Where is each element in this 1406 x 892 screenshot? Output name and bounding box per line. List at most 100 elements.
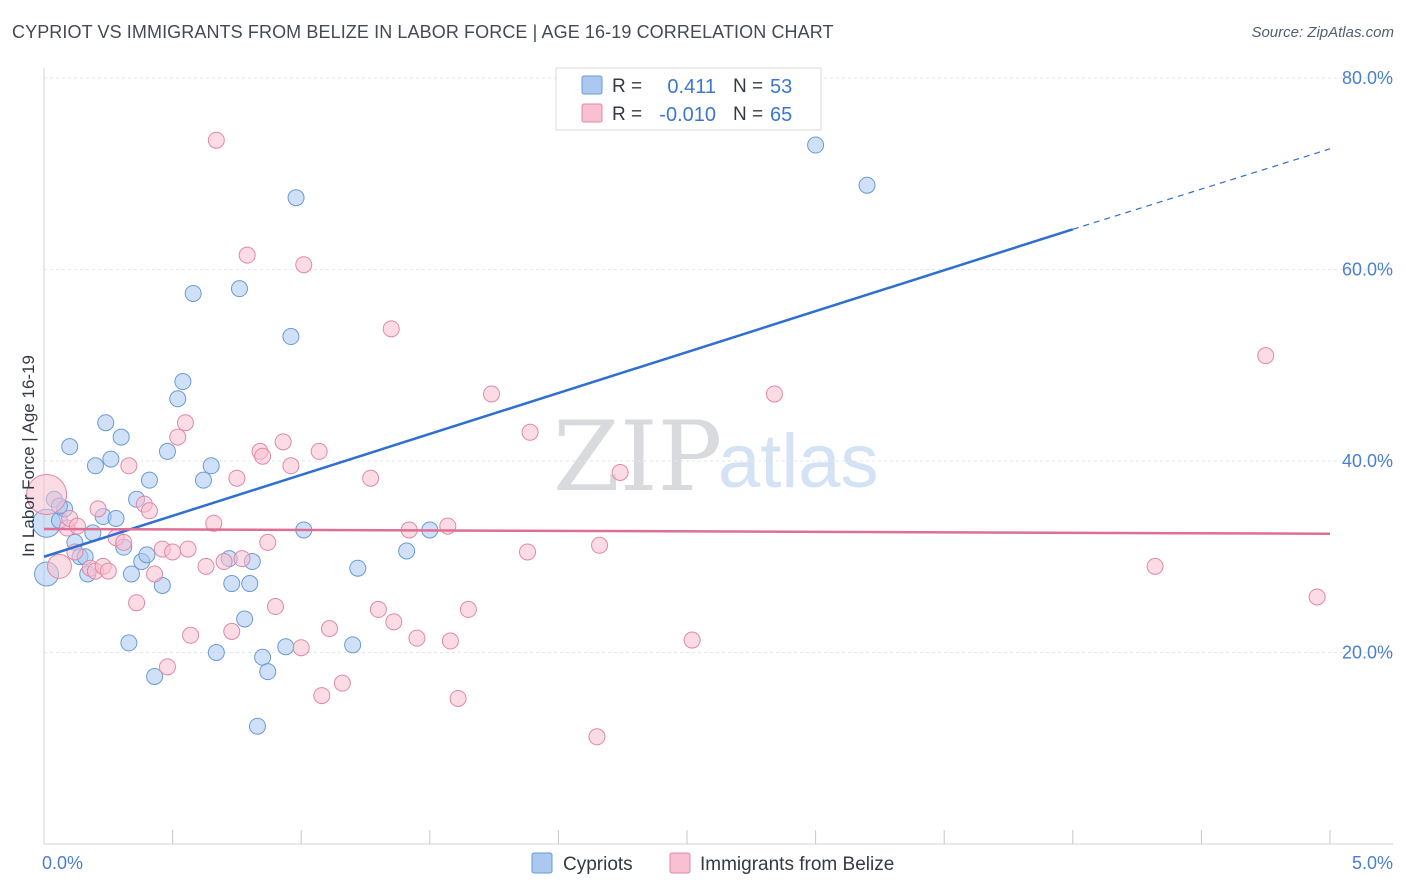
y-tick-label: 60.0% xyxy=(1342,260,1393,280)
point-belize xyxy=(382,320,400,338)
point-belize xyxy=(26,474,68,516)
point-cypriots xyxy=(287,189,305,207)
watermark-zip: ZIP xyxy=(553,401,722,513)
point-belize xyxy=(146,565,164,583)
point-belize xyxy=(1257,347,1275,365)
point-cypriots xyxy=(169,390,187,408)
point-belize xyxy=(295,256,313,274)
point-cypriots xyxy=(254,648,272,666)
chart-title: CYPRIOT VS IMMIGRANTS FROM BELIZE IN LAB… xyxy=(12,22,834,42)
point-cypriots xyxy=(230,280,248,298)
point-belize xyxy=(274,433,292,451)
point-belize xyxy=(164,543,182,561)
bottom-legend: Cypriots Immigrants from Belize xyxy=(531,852,894,875)
point-belize xyxy=(588,728,606,746)
trend-lines xyxy=(43,148,1331,558)
point-belize xyxy=(521,423,539,441)
point-belize xyxy=(223,622,241,640)
point-cypriots xyxy=(122,565,140,583)
point-cypriots xyxy=(140,471,158,489)
point-belize xyxy=(611,463,629,481)
point-belize xyxy=(765,385,783,403)
trend-line-cypriots-extension xyxy=(1072,148,1331,230)
bottom-legend-swatch-cypriots xyxy=(531,852,553,874)
point-belize xyxy=(320,620,338,638)
point-cypriots xyxy=(184,284,202,302)
point-belize xyxy=(385,613,403,631)
point-belize xyxy=(140,502,158,520)
point-cypriots xyxy=(241,575,259,593)
point-belize xyxy=(282,457,300,475)
point-cypriots xyxy=(61,438,79,456)
point-cypriots xyxy=(120,634,138,652)
x-tick-label: 5.0% xyxy=(1352,853,1393,873)
point-belize xyxy=(519,543,537,561)
point-belize xyxy=(1308,588,1326,606)
y-tick-label: 20.0% xyxy=(1342,643,1393,663)
point-cypriots xyxy=(207,644,225,661)
point-belize xyxy=(205,514,223,532)
point-belize xyxy=(115,533,133,551)
x-tick-label: 0.0% xyxy=(42,853,83,873)
point-cypriots xyxy=(259,663,277,681)
point-belize xyxy=(215,553,233,571)
legend-swatch-cypriots xyxy=(581,75,603,95)
legend-r-label: R = xyxy=(612,104,642,125)
point-belize xyxy=(197,557,215,575)
point-belize xyxy=(483,385,501,403)
point-belize xyxy=(292,639,310,657)
point-belize xyxy=(459,600,477,618)
point-belize xyxy=(182,626,200,644)
watermark: ZIP atlas xyxy=(553,401,879,513)
point-belize xyxy=(369,600,387,618)
legend-n-label: N = xyxy=(733,76,763,97)
axes xyxy=(43,68,1393,845)
point-belize xyxy=(362,469,380,487)
legend-r-value: 0.411 xyxy=(667,76,716,98)
y-tick-label: 40.0% xyxy=(1342,451,1393,471)
point-belize xyxy=(238,246,256,264)
legend-n-label: N = xyxy=(733,104,763,125)
point-belize xyxy=(408,629,426,647)
point-belize xyxy=(228,469,246,487)
trend-line-cypriots xyxy=(43,228,1074,558)
legend-box: R = 0.411 N = 53 R = -0.010 N = 65 xyxy=(555,67,822,131)
point-cypriots xyxy=(97,414,115,432)
point-cypriots xyxy=(194,471,212,489)
y-tick-label: 80.0% xyxy=(1342,68,1393,88)
point-belize xyxy=(179,540,197,558)
point-belize xyxy=(233,550,251,568)
legend-n-value: 53 xyxy=(770,76,792,98)
point-cypriots xyxy=(107,509,125,527)
point-cypriots xyxy=(349,559,367,577)
point-belize xyxy=(254,447,272,465)
watermark-atlas: atlas xyxy=(718,419,879,504)
bottom-legend-swatch-belize xyxy=(669,852,691,874)
point-belize xyxy=(128,594,146,612)
point-belize xyxy=(310,442,328,460)
point-belize xyxy=(333,674,351,692)
point-cypriots xyxy=(248,717,266,735)
tick-labels: 20.0% 40.0% 60.0% 80.0% 0.0% 5.0% xyxy=(42,68,1393,873)
point-belize xyxy=(441,632,459,650)
trend-line-belize xyxy=(43,527,1331,536)
legend-n-value: 65 xyxy=(770,104,792,126)
point-belize xyxy=(683,631,701,649)
point-cypriots xyxy=(138,546,156,564)
point-cypriots xyxy=(277,638,295,656)
point-belize xyxy=(266,598,284,616)
point-belize xyxy=(591,536,609,554)
point-cypriots xyxy=(146,667,164,685)
point-belize xyxy=(89,500,107,518)
bottom-legend-label-cypriots: Cypriots xyxy=(563,854,633,875)
y-axis-title: In Labor Force | Age 16-19 xyxy=(19,355,38,557)
point-cypriots xyxy=(102,450,120,468)
point-cypriots xyxy=(174,373,192,391)
point-cypriots xyxy=(158,442,176,460)
point-cypriots xyxy=(398,542,416,560)
chart-source: Source: ZipAtlas.com xyxy=(1251,24,1394,41)
bottom-legend-label-belize: Immigrants from Belize xyxy=(700,854,894,875)
point-belize xyxy=(99,562,117,580)
point-belize xyxy=(207,131,225,149)
